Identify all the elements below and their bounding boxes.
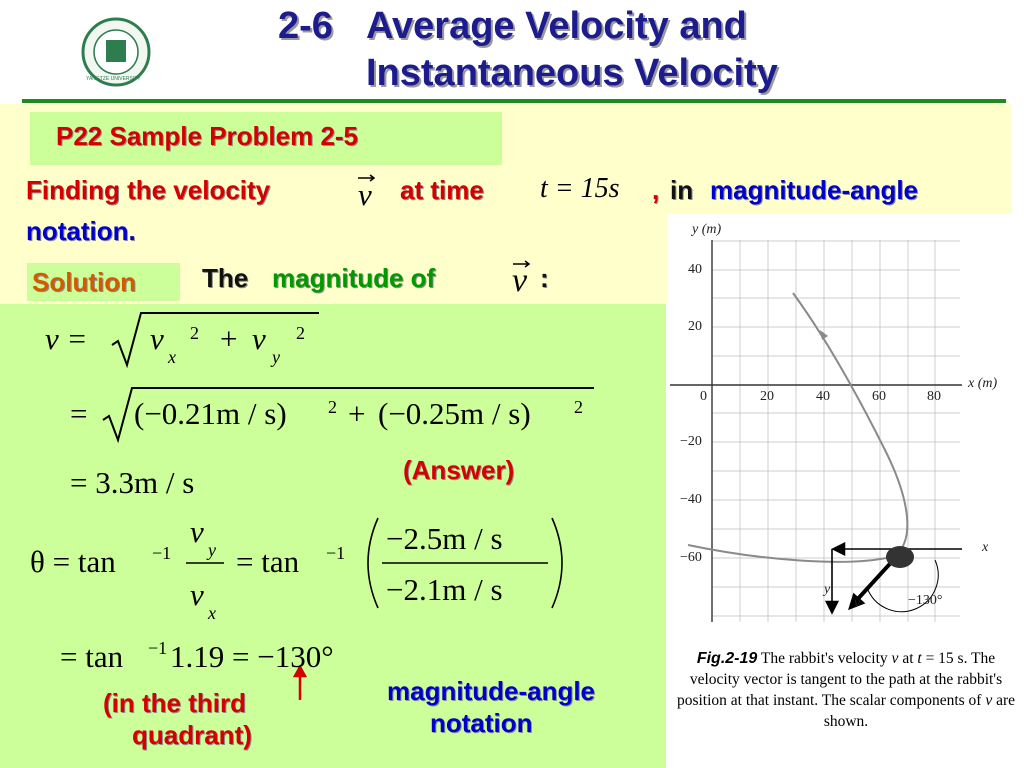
figure-panel: [668, 214, 1024, 768]
equation-superscript: 2: [296, 323, 305, 343]
solution-text: magnitude of: [272, 263, 436, 293]
time-equation: t = 15s: [540, 173, 620, 204]
equation-text: = 3.3m / s: [70, 465, 195, 500]
equation-text: = tan: [236, 544, 300, 579]
caption-vector: v: [891, 650, 899, 667]
solution-label: Solution: [32, 267, 136, 297]
velocity-components: [824, 541, 962, 615]
vector-label: v: [854, 596, 861, 611]
equation-text: −2.5m / s: [386, 521, 503, 556]
equation-superscript: 2: [328, 397, 337, 417]
task-text: at time: [400, 175, 484, 205]
tick-label: −40: [680, 492, 702, 507]
task-text: notation.: [26, 216, 136, 246]
caption-text: are shown.: [823, 692, 1016, 730]
equation-superscript: −1: [326, 543, 346, 563]
vector-label: x: [982, 540, 989, 555]
solution-text: :: [540, 263, 549, 293]
logo-building: [106, 40, 126, 62]
equation-text: v =: [45, 321, 88, 356]
equation-text: +: [348, 396, 366, 431]
caption-text: t: [917, 650, 922, 667]
tick-label: 40: [688, 262, 702, 277]
section-number: 2-6: [278, 5, 333, 47]
equation-text: 1.19 = −130°: [170, 639, 334, 674]
equation-text: θ = tan: [30, 544, 116, 579]
figure-number: Fig.2-19: [696, 650, 758, 667]
task-text: Finding the velocity: [26, 175, 271, 205]
caption-text: at: [902, 650, 914, 667]
equation-text: v: [190, 514, 204, 549]
equation-text: v: [252, 321, 266, 356]
tick-label: 80: [927, 389, 941, 404]
note-text: notation: [430, 708, 533, 738]
tick-label: 20: [688, 319, 702, 334]
answer-label: (Answer): [403, 455, 515, 485]
path-arrow: [820, 330, 828, 340]
tick-label: 60: [872, 389, 886, 404]
equation-subscript: y: [272, 347, 280, 367]
equation-text: +: [220, 321, 238, 356]
problem-label: P22 Sample Problem 2-5: [56, 121, 359, 151]
equation-text: v: [190, 577, 204, 612]
solution-box: [27, 263, 180, 301]
task-text: in: [670, 175, 694, 205]
task-text: magnitude-angle: [710, 175, 919, 205]
tick-label: 40: [816, 389, 830, 404]
tick-label: −60: [680, 550, 702, 565]
equation-superscript: 2: [574, 397, 583, 417]
rabbit-path: [687, 292, 909, 563]
vector-arrows: [358, 174, 531, 268]
axis-label: y (m): [692, 222, 722, 237]
vector-symbol: v: [358, 177, 372, 212]
logo-text: YANGTZE UNIVERSITY: [86, 76, 141, 82]
equation-text: (−0.25m / s): [378, 396, 531, 431]
equation-text: −2.1m / s: [386, 572, 503, 607]
caption-text: The rabbit's velocity: [760, 650, 888, 667]
note-arrow: [292, 664, 308, 700]
note-text: (in the third: [103, 688, 246, 718]
vector-symbol: v: [512, 262, 528, 299]
equation-text: = tan: [60, 639, 124, 674]
equation-text: v: [150, 321, 164, 356]
caption-vector: v: [985, 692, 993, 709]
tick-label: −20: [680, 434, 702, 449]
equation-superscript: 2: [190, 323, 199, 343]
note-text: magnitude-angle: [387, 676, 596, 706]
figure-caption: Fig.2-19 The rabbit's velocity v at t = …: [672, 648, 1020, 732]
equation-text: (−0.21m / s): [134, 396, 287, 431]
fraction-marks: [186, 517, 563, 609]
task-text: ,: [652, 175, 660, 205]
equation-text: =: [70, 396, 88, 431]
note-text: quadrant): [132, 720, 252, 750]
tick-label: 0: [700, 389, 707, 404]
caption-text: = 15 s. The velocity vector is tangent t…: [676, 650, 1003, 709]
equation-superscript: −1: [148, 638, 168, 658]
equation-superscript: −1: [152, 543, 172, 563]
rabbit: [886, 546, 914, 568]
equation-subscript: x: [208, 603, 216, 623]
figure-grid: [712, 240, 960, 622]
solution-text: The: [202, 263, 249, 293]
title-line: Instantaneous Velocity: [366, 52, 778, 94]
vector-label: −130°: [908, 593, 943, 608]
title-line: Average Velocity and: [366, 5, 747, 47]
tick-label: 20: [760, 389, 774, 404]
radicals: [102, 312, 594, 444]
angle-arc: [867, 559, 939, 613]
green-panel: [0, 304, 666, 768]
problem-box: [30, 112, 502, 165]
vector-label: y: [824, 582, 831, 597]
equation-subscript: y: [208, 540, 216, 560]
equation-subscript: x: [168, 347, 176, 367]
axis-label: x (m): [968, 376, 998, 391]
figure-axes: [670, 240, 962, 622]
